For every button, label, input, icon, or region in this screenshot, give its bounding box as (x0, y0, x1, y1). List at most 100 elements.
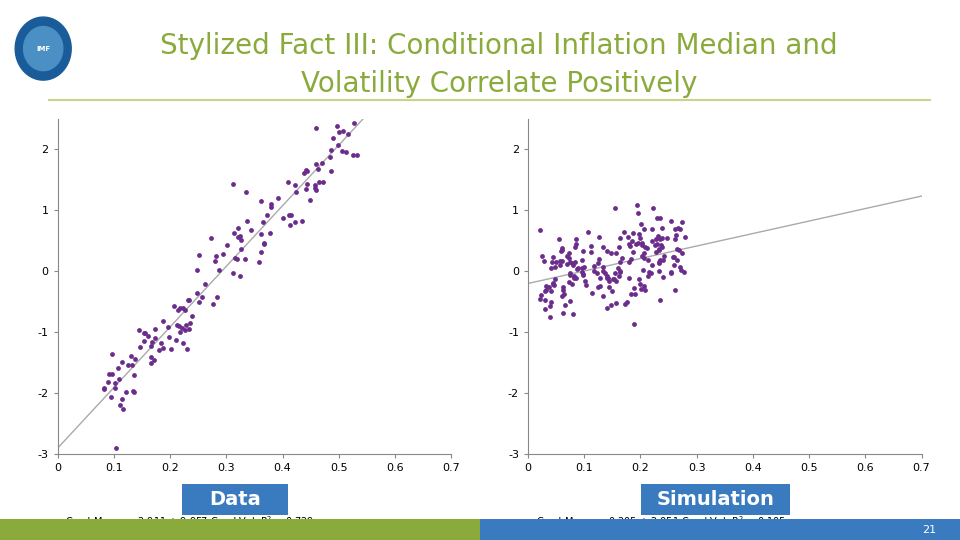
Text: Stylized Fact III: Conditional Inflation Median and: Stylized Fact III: Conditional Inflation… (160, 32, 838, 60)
Point (178, 321, 193, 329)
Point (655, 224, 670, 233)
Point (580, 227, 595, 236)
Point (666, 253, 682, 261)
Point (255, 217, 271, 226)
Point (643, 268, 659, 277)
Point (308, 124, 324, 132)
Point (276, 214, 291, 222)
Point (350, 110, 366, 119)
Point (238, 188, 253, 197)
Point (233, 235, 249, 244)
Point (307, 184, 323, 192)
Point (112, 401, 128, 409)
Point (612, 266, 628, 275)
Point (314, 159, 329, 168)
Text: Data: Data (209, 490, 261, 509)
Point (132, 343, 148, 352)
Point (325, 134, 341, 143)
Point (121, 361, 136, 369)
Point (329, 122, 345, 130)
Point (230, 224, 246, 232)
Point (144, 338, 159, 347)
Point (624, 290, 639, 299)
Point (628, 289, 643, 298)
Point (595, 262, 611, 271)
Point (640, 255, 656, 264)
Point (600, 274, 615, 282)
Point (108, 379, 123, 387)
Point (296, 168, 311, 177)
Point (194, 293, 209, 301)
Point (568, 235, 584, 244)
Point (539, 281, 554, 290)
Point (556, 286, 571, 294)
Point (110, 363, 126, 372)
Text: Simulation: Simulation (657, 490, 774, 509)
Point (568, 239, 584, 248)
Point (651, 246, 666, 255)
Point (607, 204, 622, 212)
Point (310, 165, 325, 173)
Point (670, 224, 685, 233)
Point (667, 235, 683, 244)
Point (554, 246, 569, 254)
Point (547, 263, 563, 272)
Point (654, 234, 669, 242)
Point (600, 303, 615, 312)
Point (542, 301, 558, 310)
Point (537, 305, 552, 314)
Point (672, 263, 687, 272)
Point (151, 346, 166, 355)
Point (551, 234, 566, 243)
Point (163, 345, 179, 354)
Point (634, 219, 649, 228)
Point (104, 393, 119, 401)
Point (632, 230, 647, 238)
Point (633, 233, 648, 242)
Point (621, 258, 636, 266)
Point (543, 298, 559, 306)
Point (575, 271, 590, 280)
Text: IMF: IMF (36, 45, 50, 52)
Point (574, 268, 589, 276)
Point (666, 260, 682, 269)
Point (654, 242, 669, 251)
Point (563, 258, 578, 266)
Point (617, 300, 633, 308)
Point (612, 234, 628, 242)
Point (630, 208, 645, 217)
Point (585, 288, 600, 297)
Point (226, 180, 241, 188)
Point (177, 306, 192, 314)
Point (548, 258, 564, 267)
Point (180, 296, 196, 305)
Point (623, 255, 638, 264)
Point (175, 323, 190, 332)
Point (592, 282, 608, 291)
Point (652, 245, 667, 253)
Point (606, 274, 621, 283)
Point (263, 199, 278, 208)
Point (299, 184, 314, 193)
Point (311, 178, 326, 186)
Point (651, 267, 666, 275)
Point (288, 180, 303, 189)
Point (647, 241, 662, 249)
Point (650, 213, 665, 222)
Point (644, 225, 660, 233)
Point (282, 221, 298, 230)
Point (644, 237, 660, 246)
Point (546, 281, 562, 289)
Point (612, 272, 627, 280)
Point (606, 274, 621, 283)
Point (601, 283, 616, 292)
Point (596, 292, 612, 301)
Point (324, 166, 339, 175)
Point (349, 151, 365, 159)
Point (565, 261, 581, 269)
Point (650, 240, 665, 248)
Point (148, 325, 163, 334)
Point (335, 146, 350, 155)
Point (111, 374, 127, 383)
Point (192, 298, 207, 306)
